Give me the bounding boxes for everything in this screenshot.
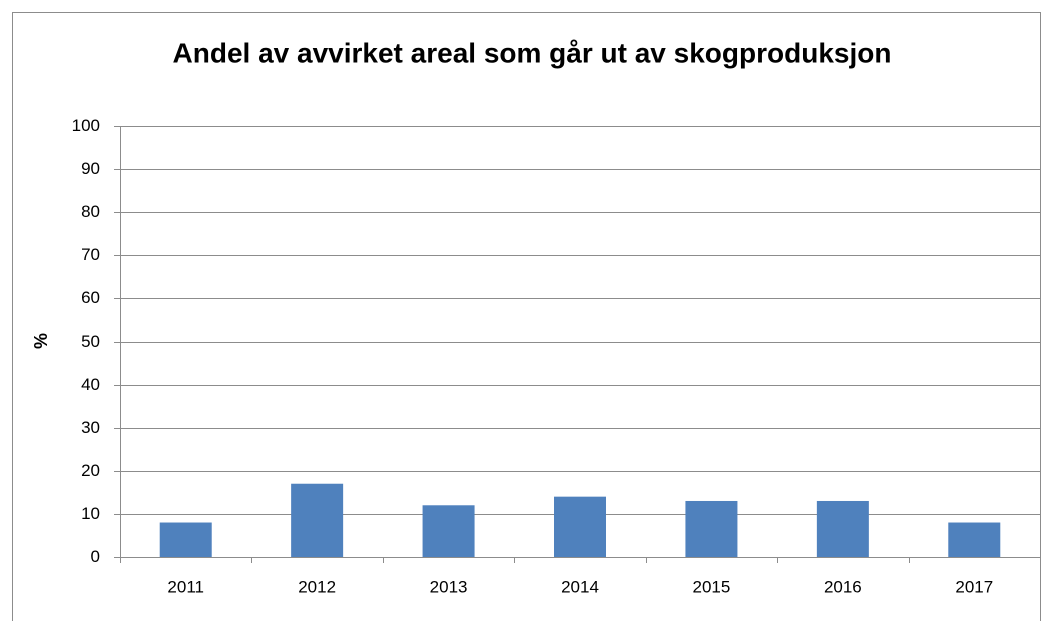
bar [948, 522, 1001, 557]
y-tick-label: 100 [72, 116, 100, 135]
y-tick-label: 50 [81, 332, 100, 351]
bar [685, 500, 738, 557]
chart-border [12, 12, 1041, 621]
x-tick-label: 2011 [167, 577, 204, 596]
y-tick-label: 20 [81, 461, 100, 480]
x-tick-label: 2013 [430, 577, 468, 596]
chart-title: Andel av avvirket areal som går ut av sk… [173, 37, 892, 68]
y-tick-label: 90 [81, 159, 100, 178]
bar [159, 522, 212, 557]
x-tick-label: 2015 [693, 577, 731, 596]
y-axis-label: % [31, 333, 51, 349]
bar [422, 505, 475, 557]
x-tick-label: 2014 [561, 577, 599, 596]
bar [816, 500, 869, 557]
y-tick-label: 70 [81, 245, 100, 264]
x-tick-label: 2016 [824, 577, 862, 596]
y-tick-label: 60 [81, 288, 100, 307]
y-tick-label: 80 [81, 202, 100, 221]
y-tick-label: 40 [81, 375, 100, 394]
x-tick-label: 2017 [955, 577, 993, 596]
y-tick-label: 0 [91, 547, 100, 566]
bar [554, 496, 606, 557]
bar [291, 483, 344, 557]
x-tick-label: 2012 [298, 577, 336, 596]
y-tick-label: 10 [81, 504, 100, 523]
y-tick-label: 30 [81, 418, 100, 437]
